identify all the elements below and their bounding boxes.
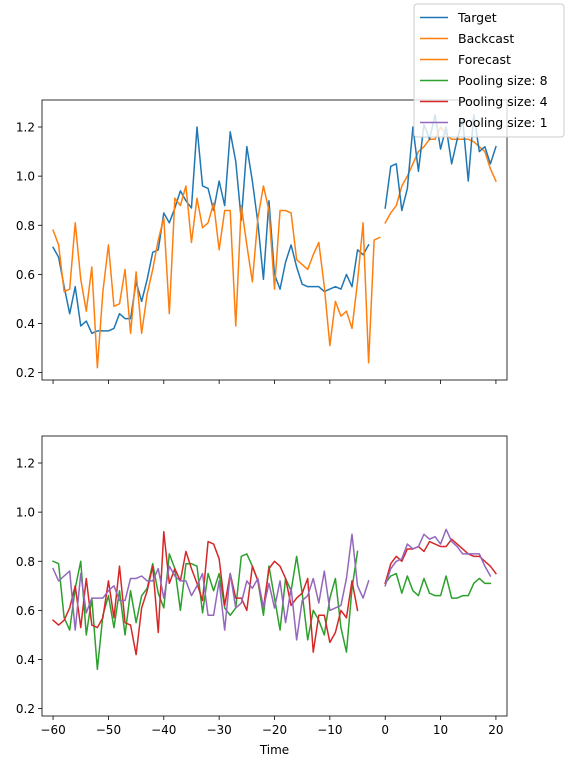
y-tick-label: 1.2 xyxy=(16,457,35,471)
series-line-target xyxy=(384,113,497,212)
legend-label: Pooling size: 4 xyxy=(458,94,548,109)
x-tick-label: −20 xyxy=(262,723,287,737)
legend-label: Pooling size: 8 xyxy=(458,73,548,88)
series-line-backcast xyxy=(52,185,381,369)
x-tick-label: −40 xyxy=(151,723,176,737)
y-tick-label: 0.2 xyxy=(16,702,35,716)
axes-frame xyxy=(41,99,508,381)
legend-label: Target xyxy=(457,10,497,25)
legend-label: Pooling size: 1 xyxy=(458,115,548,130)
legend-label: Backcast xyxy=(458,31,514,46)
x-tick-label: 10 xyxy=(433,723,448,737)
x-tick-label: 20 xyxy=(488,723,503,737)
legend-label: Forecast xyxy=(458,52,511,67)
legend: Target Backcast Forecast Pooling size: 8 Poo… xyxy=(413,3,565,138)
y-tick-label: 1.0 xyxy=(16,170,35,184)
y-tick-label: 1.0 xyxy=(16,506,35,520)
y-tick-label: 0.8 xyxy=(16,555,35,569)
x-tick-label: 0 xyxy=(381,723,389,737)
axes-frame xyxy=(41,435,508,717)
legend-frame xyxy=(413,3,565,138)
series-line-pooling-size-8 xyxy=(384,572,492,599)
x-tick-label: −30 xyxy=(206,723,231,737)
y-tick-label: 0.2 xyxy=(16,366,35,380)
y-tick-label: 1.2 xyxy=(16,121,35,135)
series-line-pooling-size-4 xyxy=(52,531,359,656)
x-tick-label: −50 xyxy=(96,723,121,737)
y-tick-label: 0.8 xyxy=(16,219,35,233)
series-line-pooling-size-1 xyxy=(52,533,370,641)
series-line-target xyxy=(52,126,370,335)
x-tick-label: −10 xyxy=(317,723,342,737)
y-tick-label: 0.6 xyxy=(16,268,35,282)
x-tick-label: −60 xyxy=(40,723,65,737)
x-axis-label: Time xyxy=(259,743,289,757)
series-line-pooling-size-4 xyxy=(384,538,497,585)
y-tick-label: 0.4 xyxy=(16,317,35,331)
series-line-pooling-size-1 xyxy=(384,528,492,587)
y-tick-label: 0.4 xyxy=(16,653,35,667)
y-tick-label: 0.6 xyxy=(16,604,35,618)
subplot-2: 0.2 0.4 0.6 0.8 1.0 1.2 −60 −50 −40 −30 −20 −10 0 10 2… xyxy=(16,435,508,757)
